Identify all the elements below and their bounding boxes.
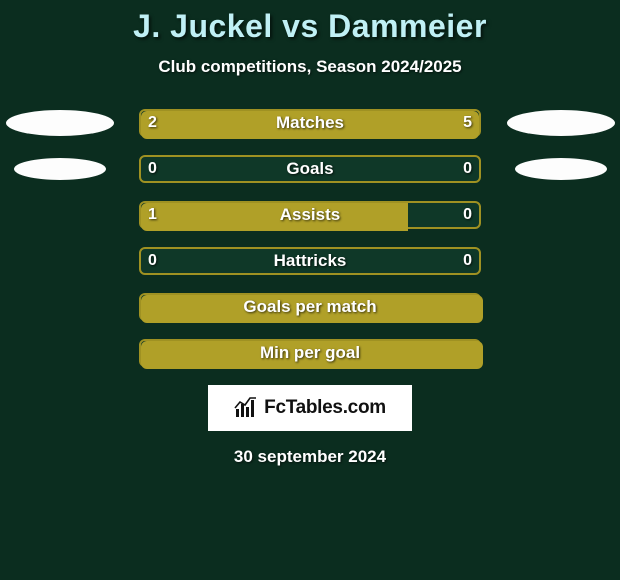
brand-text: FcTables.com [264,397,386,419]
value-left: 0 [148,155,157,183]
bar-left [141,203,408,231]
player-placeholder [515,158,607,180]
value-left: 1 [148,201,157,229]
date-label: 30 september 2024 [0,447,620,467]
page-title: J. Juckel vs Dammeier [0,0,620,45]
player-placeholder [14,158,106,180]
player-placeholder [6,110,114,136]
bar-track [139,293,481,321]
subtitle: Club competitions, Season 2024/2025 [0,57,620,77]
bar-right [235,111,479,139]
value-right: 0 [463,155,472,183]
value-right: 0 [463,247,472,275]
comparison-infographic: J. Juckel vs Dammeier Club competitions,… [0,0,620,580]
bar-left [141,295,483,323]
bar-track [139,109,481,137]
bar-chart-icon [234,397,258,419]
value-left: 0 [148,247,157,275]
stats-block: 25Matches00Goals10Assists00HattricksGoal… [0,109,620,367]
stat-row: Goals per match [0,293,620,321]
stat-row: 00Hattricks [0,247,620,275]
value-left: 2 [148,109,157,137]
value-right: 0 [463,201,472,229]
player-placeholder [507,110,615,136]
value-right: 5 [463,109,472,137]
stat-row: 10Assists [0,201,620,229]
bar-track [139,155,481,183]
bar-left [141,341,483,369]
stat-row: Min per goal [0,339,620,367]
bar-track [139,339,481,367]
bar-track [139,201,481,229]
bar-track [139,247,481,275]
brand-badge: FcTables.com [208,385,412,431]
